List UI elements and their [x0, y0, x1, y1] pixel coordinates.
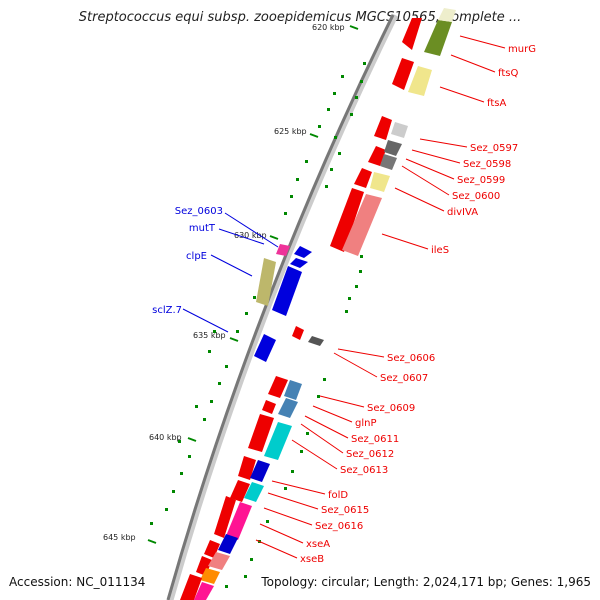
feature-block-Sez_0598: [384, 140, 402, 156]
tick-mark-625: [309, 133, 319, 138]
feature-block-Sez_0603: [276, 244, 290, 256]
gene-label-Sez_0606: Sez_0606: [387, 353, 435, 364]
gene-label-ftsQ: ftsQ: [498, 68, 518, 79]
feature-block-ftsQ: [408, 66, 432, 96]
gene-arrow-mutT-2: [290, 258, 308, 268]
map-title: Streptococcus equi subsp. zooepidemicus …: [78, 10, 522, 25]
gene-label-mutT: mutT: [189, 223, 216, 234]
gene-label-Sez_0613: Sez_0613: [340, 465, 388, 476]
left-leader-lines: [182, 212, 279, 333]
gene-arrow-Sez_0611: [248, 414, 274, 452]
gene-label-ileS: ileS: [431, 245, 449, 256]
gene-label-Sez_0603: Sez_0603: [175, 206, 223, 217]
gene-label-Sez_0616: Sez_0616: [315, 521, 363, 532]
tick-mark-635: [229, 337, 239, 342]
feature-block-xseB: [200, 568, 220, 584]
scale-ticks: 620 kbp 625 kbp 630 kbp 635 kbp 640 kbp …: [103, 23, 359, 544]
gene-label-Sez_0615: Sez_0615: [321, 505, 369, 516]
gene-arrow-ileS: [330, 188, 364, 252]
feature-block-Sez_0606: [308, 336, 324, 346]
gene-label-Sez_0599: Sez_0599: [457, 175, 505, 186]
gene-label-clpE: clpE: [186, 251, 207, 262]
backbone-shadow: [166, 13, 399, 600]
tick-mark-640: [187, 437, 197, 442]
gene-arrow-mutT: [294, 246, 312, 258]
gene-arrow-xseB: [180, 574, 202, 600]
tick-mark-620: [349, 25, 359, 30]
tick-mark-630: [269, 235, 279, 240]
gene-arrow-Sez_0600: [354, 168, 372, 188]
gene-arrow-Sez_0597: [374, 116, 392, 140]
left-gene-labels: Sez_0603 mutT clpE sclZ.7: [152, 206, 223, 316]
tick-mark-645: [147, 539, 157, 544]
gene-arrow-clpE: [272, 266, 302, 316]
feature-block-Sez_0616: [218, 534, 238, 554]
tick-label-645: 645 kbp: [103, 533, 136, 542]
accession-label: Accession: NC_011134: [9, 575, 146, 589]
gene-label-Sez_0612: Sez_0612: [346, 449, 394, 460]
gene-label-xseB: xseB: [300, 554, 324, 565]
genome-stats-label: Topology: circular; Length: 2,024,171 bp…: [261, 575, 591, 589]
gene-label-ftsA: ftsA: [487, 98, 506, 109]
gene-arrow-sclZ.7: [254, 334, 276, 362]
gene-arrow-folD: [230, 480, 250, 502]
feature-block-divIVA: [370, 172, 390, 192]
gene-label-sclZ.7: sclZ.7: [152, 305, 182, 316]
feature-block-Sez_0613: [250, 460, 270, 482]
feature-block-murG-light: [438, 8, 456, 22]
feature-block-Sez_0615: [226, 502, 252, 540]
gene-arrow-murG: [402, 18, 422, 50]
gene-arrow-Sez_0616: [204, 540, 220, 558]
feature-block-ileS: [342, 194, 382, 256]
gene-arrow-Sez_0615: [214, 496, 236, 538]
gene-label-glnP: glnP: [355, 418, 377, 429]
feature-block-Sez_0609: [284, 380, 302, 400]
feature-block-clpE: [256, 258, 276, 306]
gene-arrow-Sez_0598: [368, 146, 386, 166]
gene-arrow-glnP: [262, 400, 276, 414]
gene-label-Sez_0600: Sez_0600: [452, 191, 500, 202]
feature-block-folD: [244, 482, 264, 502]
gene-label-Sez_0609: Sez_0609: [367, 403, 415, 414]
tick-label-630: 630 kbp: [234, 231, 267, 240]
right-gene-labels: murG ftsQ ftsA Sez_0597 Sez_0598 Sez_059…: [300, 44, 536, 565]
tick-label-625: 625 kbp: [274, 127, 307, 136]
gene-arrow-xseA: [196, 556, 212, 576]
tick-label-620: 620 kbp: [312, 23, 345, 32]
gene-label-Sez_0598: Sez_0598: [463, 159, 511, 170]
gene-arrow-Sez_0609: [268, 376, 288, 398]
feature-block-xseA: [208, 552, 230, 570]
gene-label-divIVA: divIVA: [447, 207, 478, 218]
feature-block-Sez_0597: [391, 122, 408, 138]
feature-block-glnP: [278, 398, 298, 418]
gene-label-Sez_0607: Sez_0607: [380, 373, 428, 384]
feature-block-murG: [424, 20, 452, 56]
gene-label-folD: folD: [328, 490, 348, 501]
right-leader-lines: [255, 35, 506, 559]
gene-arrow-ftsQ: [392, 58, 414, 90]
feature-block-Sez_0599: [380, 154, 397, 170]
gene-label-murG: murG: [508, 44, 536, 55]
feature-block-tail: [194, 582, 214, 600]
gene-label-xseA: xseA: [306, 539, 330, 550]
feature-block-Sez_0611: [264, 422, 292, 460]
tick-label-640: 640 kbp: [149, 433, 182, 442]
gene-label-Sez_0597: Sez_0597: [470, 143, 518, 154]
gene-arrow-Sez_0613: [238, 456, 256, 480]
gene-label-Sez_0611: Sez_0611: [351, 434, 399, 445]
reverse-genes: [254, 244, 312, 362]
scale-dots: [150, 62, 368, 588]
gene-arrow-Sez_0606: [292, 326, 304, 340]
tick-label-635: 635 kbp: [193, 331, 226, 340]
forward-genes: [180, 8, 456, 600]
